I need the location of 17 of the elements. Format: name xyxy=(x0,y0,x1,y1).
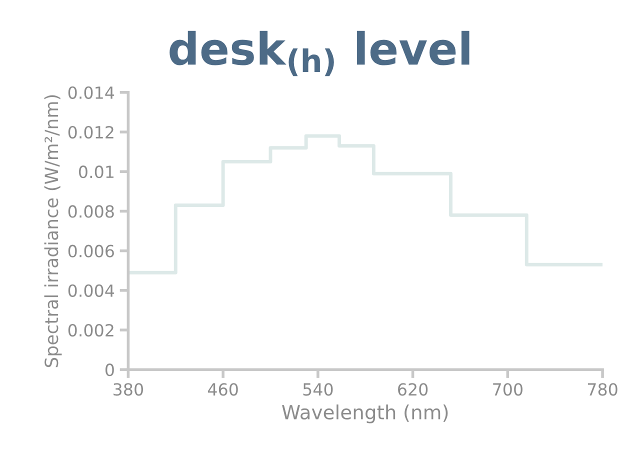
y-tick-label: 0.01 xyxy=(78,166,114,178)
x-tick-label: 620 xyxy=(398,383,428,396)
y-axis-title: Spectral irradiance (W/m²/nm) xyxy=(44,95,62,368)
y-tick-label: 0.014 xyxy=(68,86,114,99)
y-tick-label: 0 xyxy=(106,364,114,376)
y-tick-label: 0.002 xyxy=(68,324,114,337)
y-tick-label: 0.008 xyxy=(68,205,114,218)
y-tick-label: 0.004 xyxy=(68,284,114,297)
y-tick-label: 0.012 xyxy=(68,126,114,139)
text: desk$_{(h)}$ level xyxy=(170,30,470,76)
x-tick-label: 780 xyxy=(588,383,618,396)
x-tick-label: 460 xyxy=(208,383,238,396)
x-tick-label: 700 xyxy=(493,383,522,396)
x-tick-label: 540 xyxy=(303,383,333,396)
x-axis-title: Wavelength (nm) xyxy=(282,404,448,424)
x-tick-label: 380 xyxy=(114,383,143,396)
y-tick-label: 0.006 xyxy=(68,244,114,258)
